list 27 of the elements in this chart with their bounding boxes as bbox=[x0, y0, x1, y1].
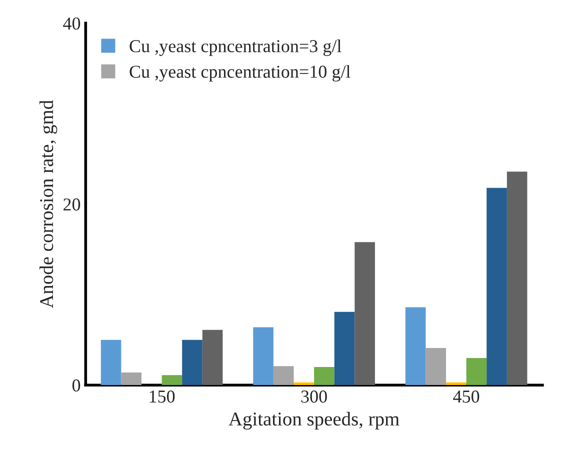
bar bbox=[202, 330, 223, 386]
bar bbox=[314, 367, 334, 386]
bar bbox=[334, 312, 355, 386]
y-tick-label: 20 bbox=[64, 198, 80, 211]
bar bbox=[446, 382, 466, 386]
y-axis-title: Anode corrosion rate, gmd bbox=[39, 100, 58, 308]
bar bbox=[294, 382, 314, 386]
bar bbox=[182, 340, 202, 386]
bar bbox=[506, 172, 528, 386]
bar bbox=[253, 327, 274, 386]
legend-label: Cu ,yeast cpncentration=10 g/l bbox=[130, 65, 350, 82]
bar bbox=[486, 188, 507, 386]
bar bbox=[273, 366, 294, 386]
y-tick-label: 40 bbox=[63, 17, 80, 30]
x-axis-title: Agitation speeds, rpm bbox=[228, 412, 400, 430]
bar bbox=[100, 340, 122, 386]
bar bbox=[162, 375, 182, 386]
x-tick-label: 150 bbox=[150, 390, 175, 403]
bar bbox=[426, 348, 446, 386]
y-tick-label: 0 bbox=[72, 379, 80, 392]
bar bbox=[405, 307, 426, 386]
x-tick-label: 300 bbox=[301, 390, 327, 403]
x-tick-label: 450 bbox=[453, 390, 480, 403]
bar bbox=[354, 242, 375, 386]
bar bbox=[121, 372, 142, 386]
bar bbox=[466, 358, 487, 386]
legend-label: Cu ,yeast cpncentration=3 g/l bbox=[130, 40, 342, 56]
